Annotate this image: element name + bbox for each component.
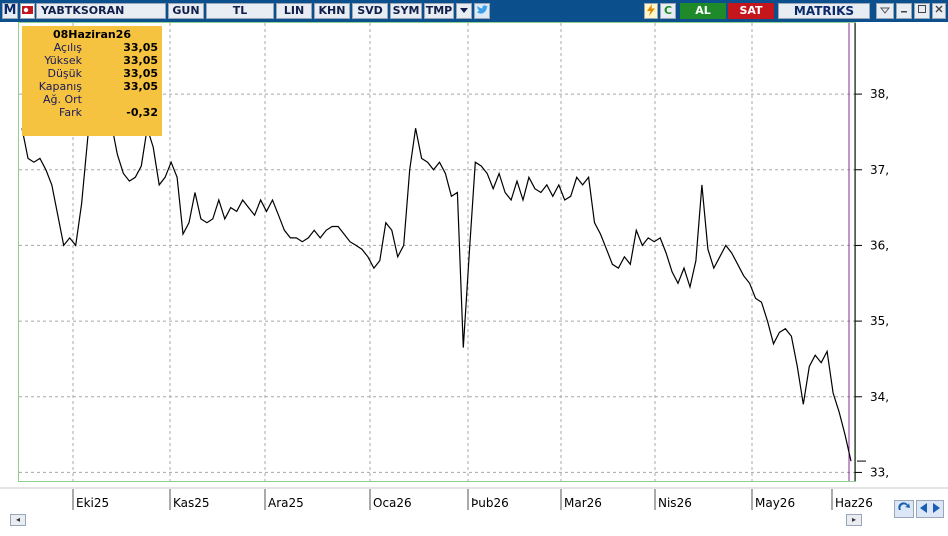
info-label: Ağ. Ort [43,93,82,106]
info-row: Fark -0,32 [22,106,162,119]
y-tick-label: 38, [870,87,889,101]
dropdown-icon[interactable] [876,3,894,19]
info-row: Açılış 33,05 [22,41,162,54]
info-label: Yüksek [44,54,82,67]
x-tick-label: Oca26 [373,496,412,510]
info-label: Düşük [47,67,82,80]
sell-button[interactable]: SAT [728,3,774,19]
x-tick-label: Eki25 [76,496,109,510]
chevron-down-icon[interactable] [456,3,472,19]
ohlc-info-box: 08Haziran26 Açılış 33,05 Yüksek 33,05 Düşü… [22,26,162,136]
x-tick-label: Þub26 [471,496,509,510]
symbol-selector[interactable]: YABTKSORAN [36,3,166,19]
x-tick-label: Ara25 [268,496,304,510]
info-value: -0,32 [126,106,158,119]
info-value: 33,05 [123,54,158,67]
twitter-bird-icon[interactable] [474,3,490,19]
price-series-line [21,61,852,462]
scroll-right-button[interactable]: ▸ [846,514,862,526]
sync-icon[interactable] [894,500,914,518]
info-label: Açılış [53,41,82,54]
info-label: Fark [59,106,82,119]
info-date: 08Haziran26 [52,28,132,41]
y-tick-label: 34, [870,390,889,404]
flag-icon [20,3,35,19]
scroll-left-button[interactable]: ◂ [10,514,26,526]
toolbar: M YABTKSORAN GUN TL LIN KHN SVD SYM TMP … [0,0,948,22]
minimize-icon[interactable] [896,3,912,19]
svd-button[interactable]: SVD [352,3,388,19]
close-icon[interactable] [932,3,946,19]
khn-button[interactable]: KHN [314,3,350,19]
x-tick-label: Nis26 [658,496,692,510]
info-row: Düşük 33,05 [22,67,162,80]
x-tick-label: Haz26 [835,496,873,510]
sym-button[interactable]: SYM [390,3,422,19]
info-value: 33,05 [123,41,158,54]
navigate-arrows-icon[interactable] [916,500,944,518]
info-row: Kapanış 33,05 [22,80,162,93]
lin-button[interactable]: LIN [276,3,312,19]
y-tick-label: 36, [870,238,889,252]
period-button[interactable]: GUN [168,3,204,19]
refresh-icon[interactable]: C [660,3,676,19]
info-value: 33,05 [123,67,158,80]
info-row: Yüksek 33,05 [22,54,162,67]
info-label: Kapanış [38,80,82,93]
app-logo: M [2,3,18,19]
brand-logo: MATRIKS [778,3,870,19]
info-value: 33,05 [123,80,158,93]
buy-button[interactable]: AL [680,3,726,19]
y-tick-label: 37, [870,163,889,177]
x-tick-label: Mar26 [564,496,602,510]
maximize-icon[interactable] [914,3,930,19]
lightning-icon[interactable] [644,3,658,19]
y-tick-label: 33, [870,465,889,479]
y-tick-label: 35, [870,314,889,328]
x-tick-label: Kas25 [173,496,210,510]
tmp-button[interactable]: TMP [424,3,454,19]
x-tick-label: May26 [755,496,795,510]
info-row: Ağ. Ort [22,93,162,106]
currency-button[interactable]: TL [206,3,274,19]
